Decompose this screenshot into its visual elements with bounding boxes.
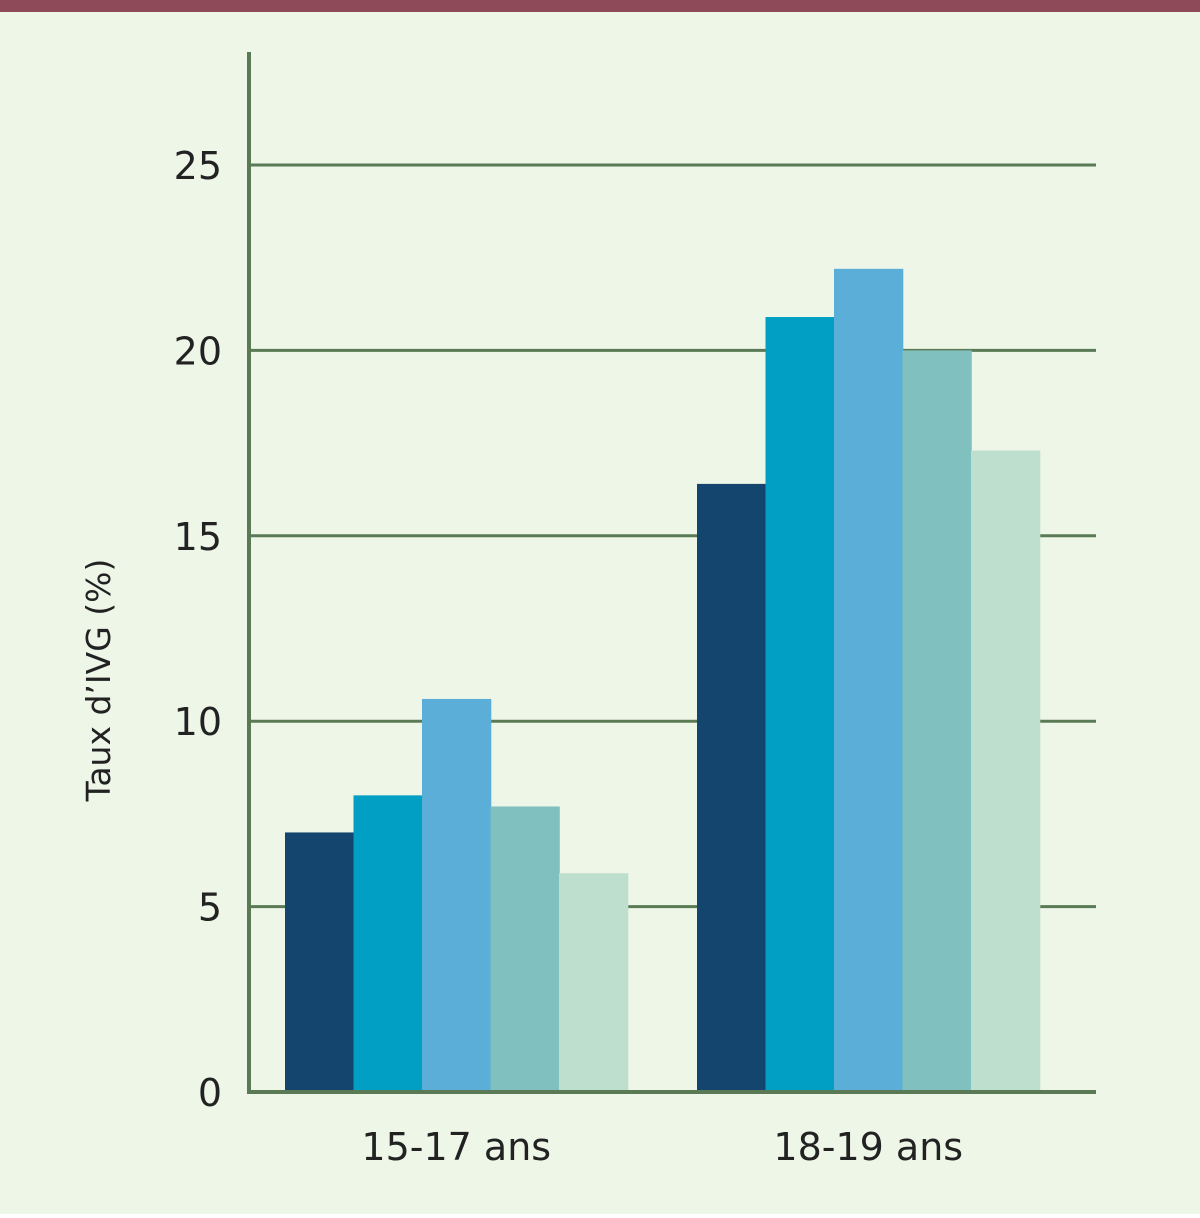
bar [490, 806, 560, 1092]
bars [285, 268, 1041, 1093]
top-rule [0, 0, 1200, 12]
y-tick-label: 0 [198, 1071, 222, 1115]
y-axis-label: Taux d’IVG (%) [79, 559, 118, 803]
bar [285, 832, 355, 1092]
bar [834, 268, 904, 1093]
y-tick-label: 10 [174, 700, 222, 744]
axes [247, 52, 1096, 1094]
y-tick-label: 25 [174, 144, 222, 188]
bar [765, 317, 835, 1092]
bar [353, 795, 423, 1092]
bar [971, 450, 1041, 1092]
y-tick-label: 15 [174, 515, 222, 559]
y-tick-label: 5 [198, 886, 222, 930]
x-tick-label: 18-19 ans [773, 1125, 963, 1169]
x-tick-label: 15-17 ans [361, 1125, 551, 1169]
y-tick-label: 20 [174, 329, 222, 373]
bar [559, 873, 629, 1092]
bar [697, 483, 767, 1092]
bar [422, 698, 492, 1092]
bar [902, 350, 972, 1092]
y-tick-labels: 0 5 10 15 20 25 [174, 144, 222, 1115]
x-tick-labels: 15-17 ans 18-19 ans [361, 1125, 963, 1169]
